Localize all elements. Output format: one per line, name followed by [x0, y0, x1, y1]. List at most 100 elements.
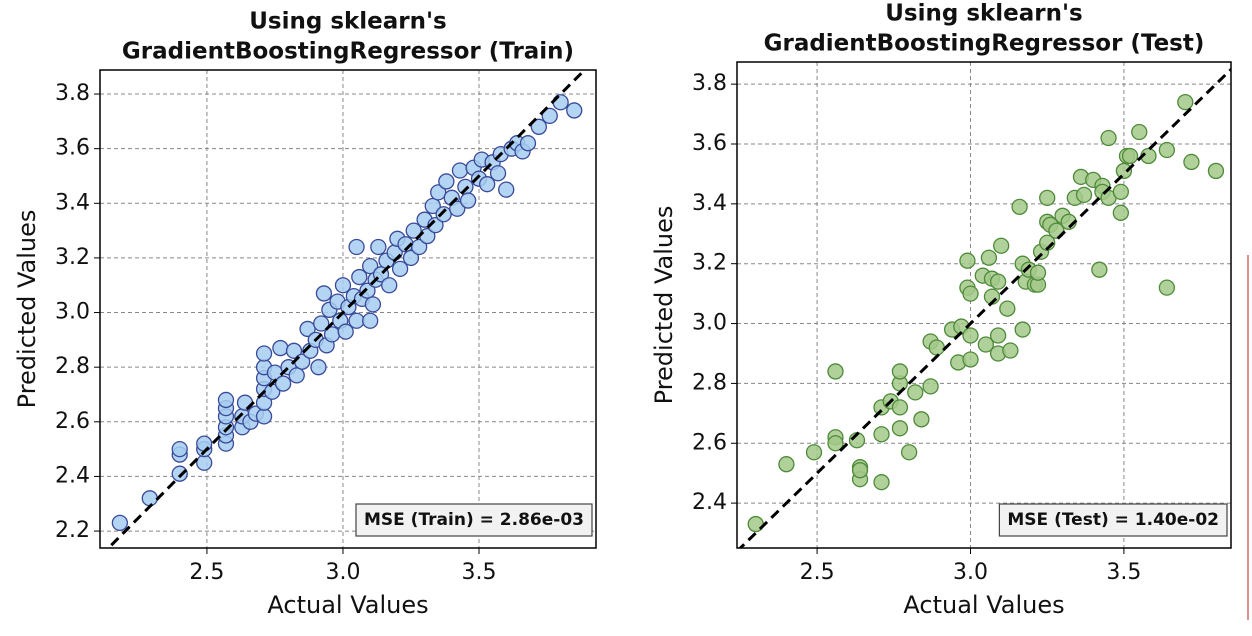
point: [530, 118, 548, 135]
point: [566, 102, 583, 119]
point: [402, 249, 420, 267]
y-tick-label: 3.4: [692, 191, 727, 216]
point: [1075, 186, 1093, 204]
point: [805, 444, 823, 461]
annotation: MSE (Train) = 2.86e-03: [364, 510, 584, 530]
point: [1158, 279, 1176, 296]
point: [1115, 162, 1133, 180]
point: [255, 345, 273, 362]
point: [989, 327, 1007, 344]
point: [1207, 162, 1225, 180]
x-tick-label: 2.5: [189, 560, 224, 585]
axes-frame: [99, 69, 597, 549]
x-tick-label: 3.0: [953, 560, 988, 585]
point: [405, 222, 422, 239]
point: [1131, 123, 1148, 141]
x-tick-label: 2.5: [800, 560, 835, 585]
point: [351, 268, 368, 286]
point: [217, 391, 235, 409]
point: [171, 440, 188, 458]
point: [962, 285, 979, 302]
points: [747, 93, 1225, 533]
point: [435, 206, 452, 223]
points: [111, 94, 583, 532]
point: [1158, 141, 1176, 159]
point: [891, 420, 909, 437]
point: [430, 184, 447, 201]
y-tick-label: 2.6: [55, 409, 90, 434]
point: [928, 339, 945, 356]
point: [1100, 129, 1117, 147]
point: [999, 300, 1016, 317]
point: [310, 359, 327, 376]
x-tick-label: 3.5: [1106, 560, 1141, 585]
point: [993, 237, 1010, 254]
annotation: MSE (Test) = 1.40e-02: [1007, 510, 1219, 530]
point: [424, 197, 441, 215]
point: [541, 107, 558, 125]
point: [451, 162, 469, 179]
y-tick-label: 2.8: [692, 370, 727, 395]
point: [449, 200, 466, 217]
chart-title: Using sklearn's: [249, 9, 447, 35]
point: [171, 465, 188, 482]
point: [1112, 183, 1129, 201]
point: [827, 435, 844, 452]
point: [891, 363, 909, 380]
point: [922, 378, 939, 395]
point: [337, 323, 354, 340]
point: [519, 135, 537, 152]
y-tick-label: 2.8: [55, 354, 90, 379]
point: [479, 176, 496, 193]
point: [873, 474, 890, 491]
y-tick-label: 3.4: [55, 190, 90, 215]
y-tick-label: 3.8: [55, 81, 90, 106]
chart-title: GradientBoostingRegressor (Test): [764, 31, 1205, 57]
annotation-box: [355, 503, 593, 537]
point: [778, 456, 795, 473]
point: [977, 336, 994, 353]
x-axis-label: Actual Values: [267, 591, 428, 619]
point: [1091, 261, 1108, 278]
y-tick-label: 2.4: [692, 490, 727, 515]
point: [348, 238, 365, 256]
point: [1121, 147, 1139, 165]
point: [851, 462, 869, 479]
identity-line: [738, 67, 1231, 548]
y-axis-label: Predicted Values: [650, 206, 678, 405]
point: [315, 285, 333, 302]
point: [1014, 321, 1031, 338]
y-tick-label: 3.8: [692, 71, 727, 96]
y-tick-label: 2.4: [55, 463, 90, 488]
point: [827, 363, 844, 380]
point: [962, 351, 979, 368]
point: [959, 252, 976, 269]
annotation-box: [998, 503, 1228, 537]
point: [900, 444, 918, 461]
point: [438, 173, 455, 190]
point: [299, 320, 316, 338]
point: [1002, 342, 1019, 359]
point: [913, 411, 930, 428]
point: [498, 181, 515, 198]
point: [1177, 93, 1194, 111]
point: [364, 296, 382, 313]
point: [255, 408, 273, 425]
y-tick-label: 3.6: [692, 131, 727, 156]
point: [552, 94, 569, 111]
point: [288, 367, 305, 384]
point: [1039, 189, 1056, 207]
point: [980, 249, 998, 266]
point: [459, 192, 477, 209]
point: [1112, 204, 1129, 221]
point: [891, 399, 909, 416]
point: [489, 165, 507, 182]
point: [1029, 264, 1047, 281]
point: [1011, 198, 1028, 215]
chart-title: GradientBoostingRegressor (Train): [122, 39, 574, 65]
point: [348, 312, 365, 329]
point: [362, 312, 379, 329]
point: [370, 238, 387, 256]
point: [907, 384, 924, 401]
